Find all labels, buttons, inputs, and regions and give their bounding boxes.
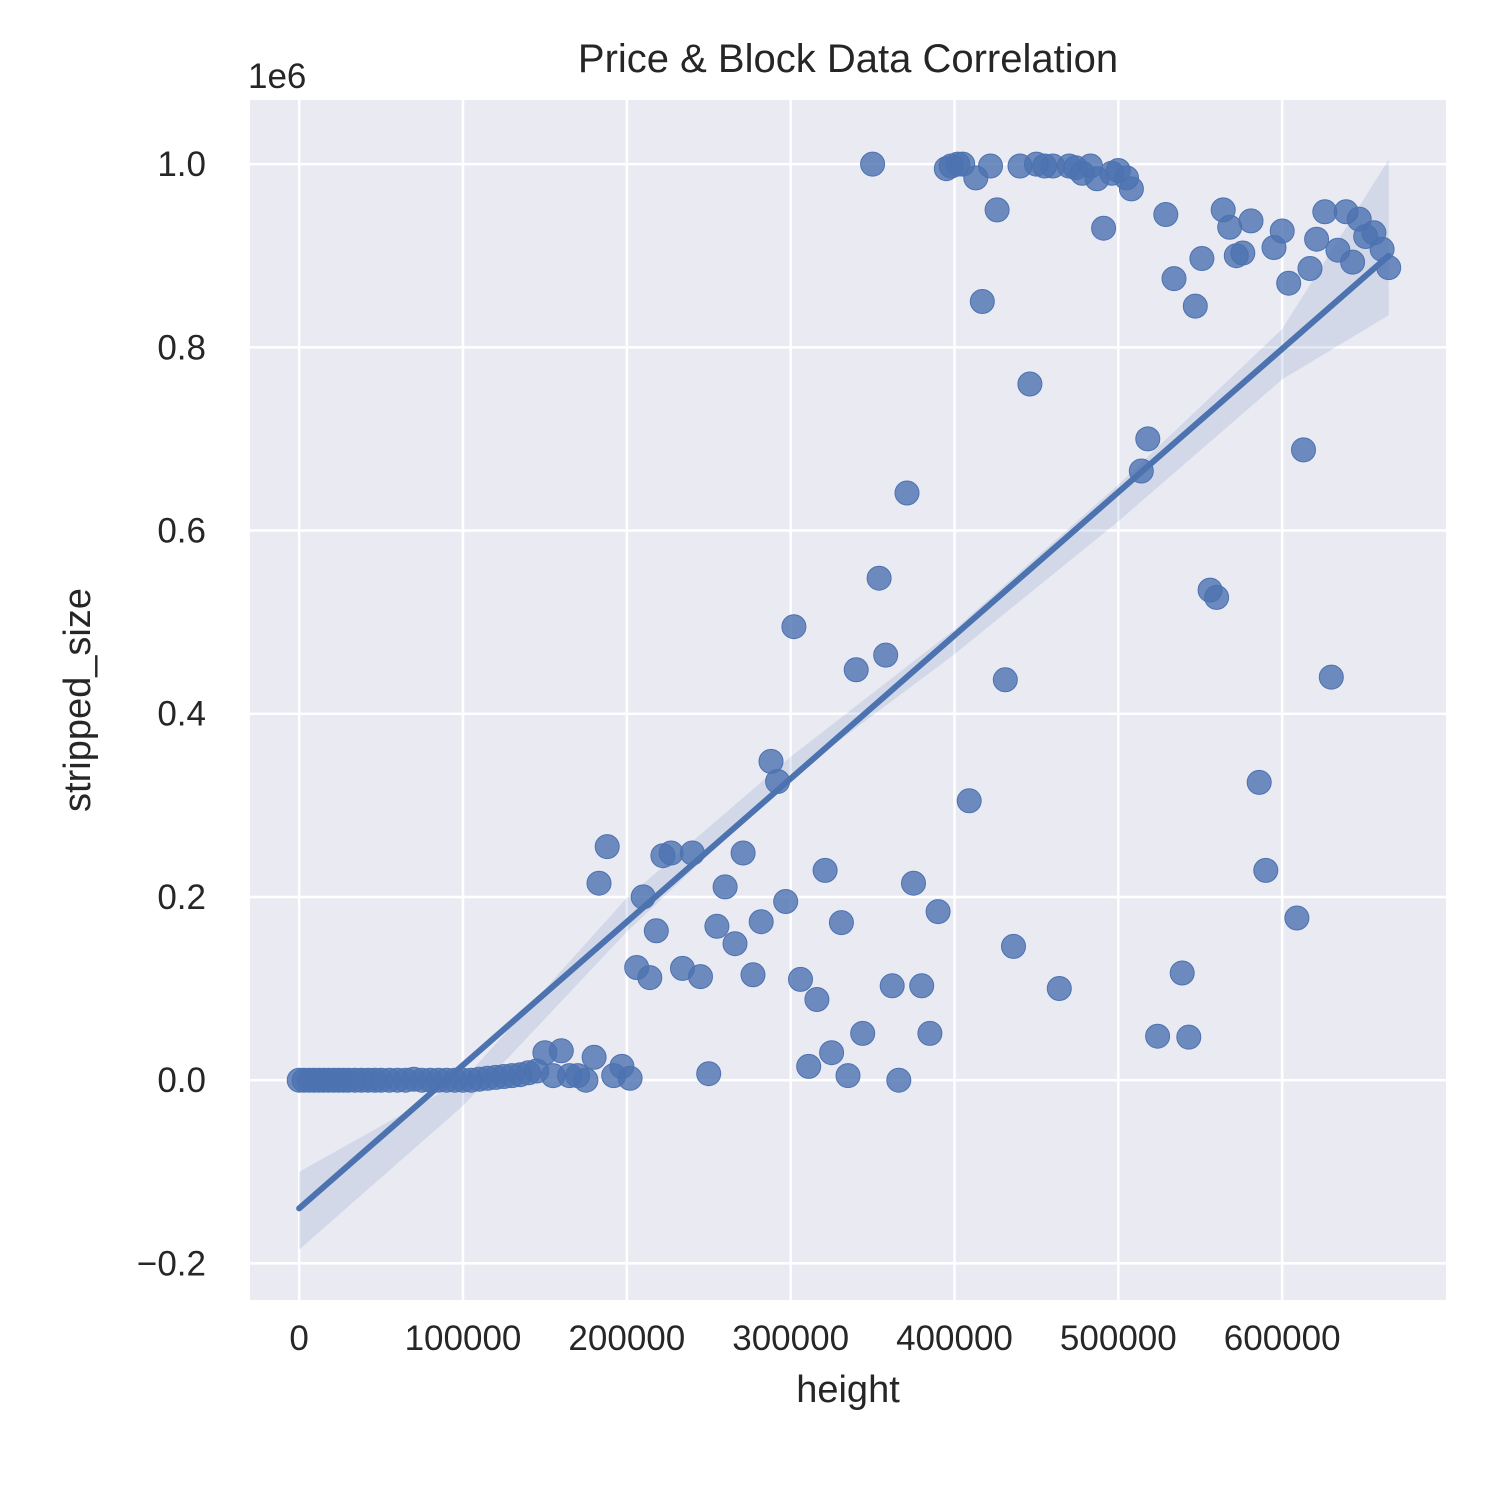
data-point	[1204, 584, 1230, 610]
data-point	[1291, 437, 1316, 463]
data-point	[894, 480, 920, 506]
data-point	[1135, 426, 1161, 452]
data-point	[860, 151, 886, 177]
data-point	[1217, 214, 1243, 240]
confidence-band	[299, 159, 1389, 1250]
data-point	[978, 153, 1003, 179]
regression-line-group	[296, 252, 1392, 1212]
data-point	[984, 197, 1010, 223]
data-point	[696, 1061, 722, 1087]
data-point	[617, 1065, 643, 1091]
data-point	[1276, 270, 1302, 296]
data-point	[586, 870, 612, 896]
data-point	[956, 788, 982, 814]
data-point	[643, 918, 669, 944]
data-point	[712, 874, 738, 900]
y-tick-label: 1.0	[157, 145, 206, 184]
data-point	[1145, 1023, 1171, 1049]
data-point	[925, 899, 951, 925]
y-tick-label: 0.0	[157, 1061, 206, 1100]
data-point	[812, 857, 838, 883]
data-point	[866, 565, 892, 591]
x-tick-label: 200000	[568, 1319, 685, 1358]
data-point	[581, 1044, 607, 1070]
data-point	[819, 1040, 845, 1066]
data-point	[781, 614, 807, 640]
x-axis-label: height	[796, 1369, 900, 1411]
data-point	[796, 1053, 822, 1079]
y-tick-label: 0.4	[157, 695, 206, 734]
data-point	[688, 964, 713, 990]
x-tick-label: 600000	[1224, 1319, 1341, 1358]
data-point	[788, 966, 813, 992]
y-offset-text: 1e6	[248, 57, 306, 96]
data-point	[1046, 976, 1072, 1001]
data-point	[1001, 933, 1026, 959]
x-tick-label: 0	[289, 1319, 308, 1358]
plot-area	[250, 100, 1446, 1300]
data-points	[286, 151, 1402, 1093]
data-point	[1153, 202, 1179, 227]
data-point	[909, 973, 935, 999]
confidence-band-area	[299, 159, 1389, 1250]
data-point	[1269, 218, 1295, 244]
chart-title: Price & Block Data Correlation	[578, 37, 1118, 81]
data-point	[1253, 857, 1279, 883]
data-point	[804, 987, 830, 1012]
data-point	[548, 1038, 574, 1064]
data-point	[1238, 208, 1264, 234]
data-point	[1284, 905, 1310, 931]
data-point	[1230, 240, 1256, 266]
data-point	[573, 1067, 599, 1093]
data-point	[740, 962, 766, 988]
x-tick-label: 100000	[405, 1319, 522, 1358]
data-point	[722, 931, 748, 957]
y-tick-label: 0.6	[157, 512, 206, 551]
data-point	[658, 840, 684, 866]
x-tick-labels: 0 100000 200000 300000 400000 500000 600000	[289, 1319, 1340, 1358]
y-tick-label: 0.2	[157, 878, 206, 917]
x-tick-label: 300000	[732, 1319, 849, 1358]
data-point	[850, 1020, 876, 1046]
data-point	[828, 910, 854, 936]
y-axis-label: stripped_size	[57, 588, 99, 812]
data-point	[969, 289, 995, 314]
data-point	[730, 840, 756, 866]
data-point	[1091, 215, 1117, 241]
data-point	[594, 834, 620, 860]
data-point	[748, 909, 774, 935]
data-point	[1304, 226, 1330, 252]
data-point	[1246, 769, 1272, 795]
data-point	[1182, 293, 1208, 319]
data-point	[1161, 266, 1187, 292]
data-point	[901, 870, 926, 896]
data-point	[773, 889, 799, 914]
data-point	[886, 1067, 912, 1093]
data-point	[1340, 249, 1366, 275]
x-tick-label: 500000	[1060, 1319, 1177, 1358]
data-point	[1118, 176, 1144, 202]
y-tick-label: 0.8	[157, 328, 206, 367]
data-point	[992, 667, 1018, 693]
data-point	[843, 657, 869, 683]
data-point	[1312, 199, 1338, 225]
data-point	[879, 973, 905, 999]
data-point	[835, 1063, 861, 1089]
data-point	[1017, 371, 1043, 397]
y-tick-labels: −0.2 0.0 0.2 0.4 0.6 0.8 1.0	[137, 145, 206, 1283]
data-point	[1176, 1024, 1202, 1050]
data-point	[704, 913, 730, 939]
data-point	[917, 1020, 943, 1046]
y-tick-label: −0.2	[137, 1244, 206, 1283]
data-point	[637, 965, 663, 991]
data-point	[1189, 246, 1215, 271]
data-point	[1169, 960, 1195, 986]
regression-line	[296, 252, 1392, 1212]
data-point	[1318, 664, 1344, 690]
data-point	[1297, 256, 1323, 281]
x-tick-label: 400000	[896, 1319, 1013, 1358]
data-point	[873, 642, 899, 668]
